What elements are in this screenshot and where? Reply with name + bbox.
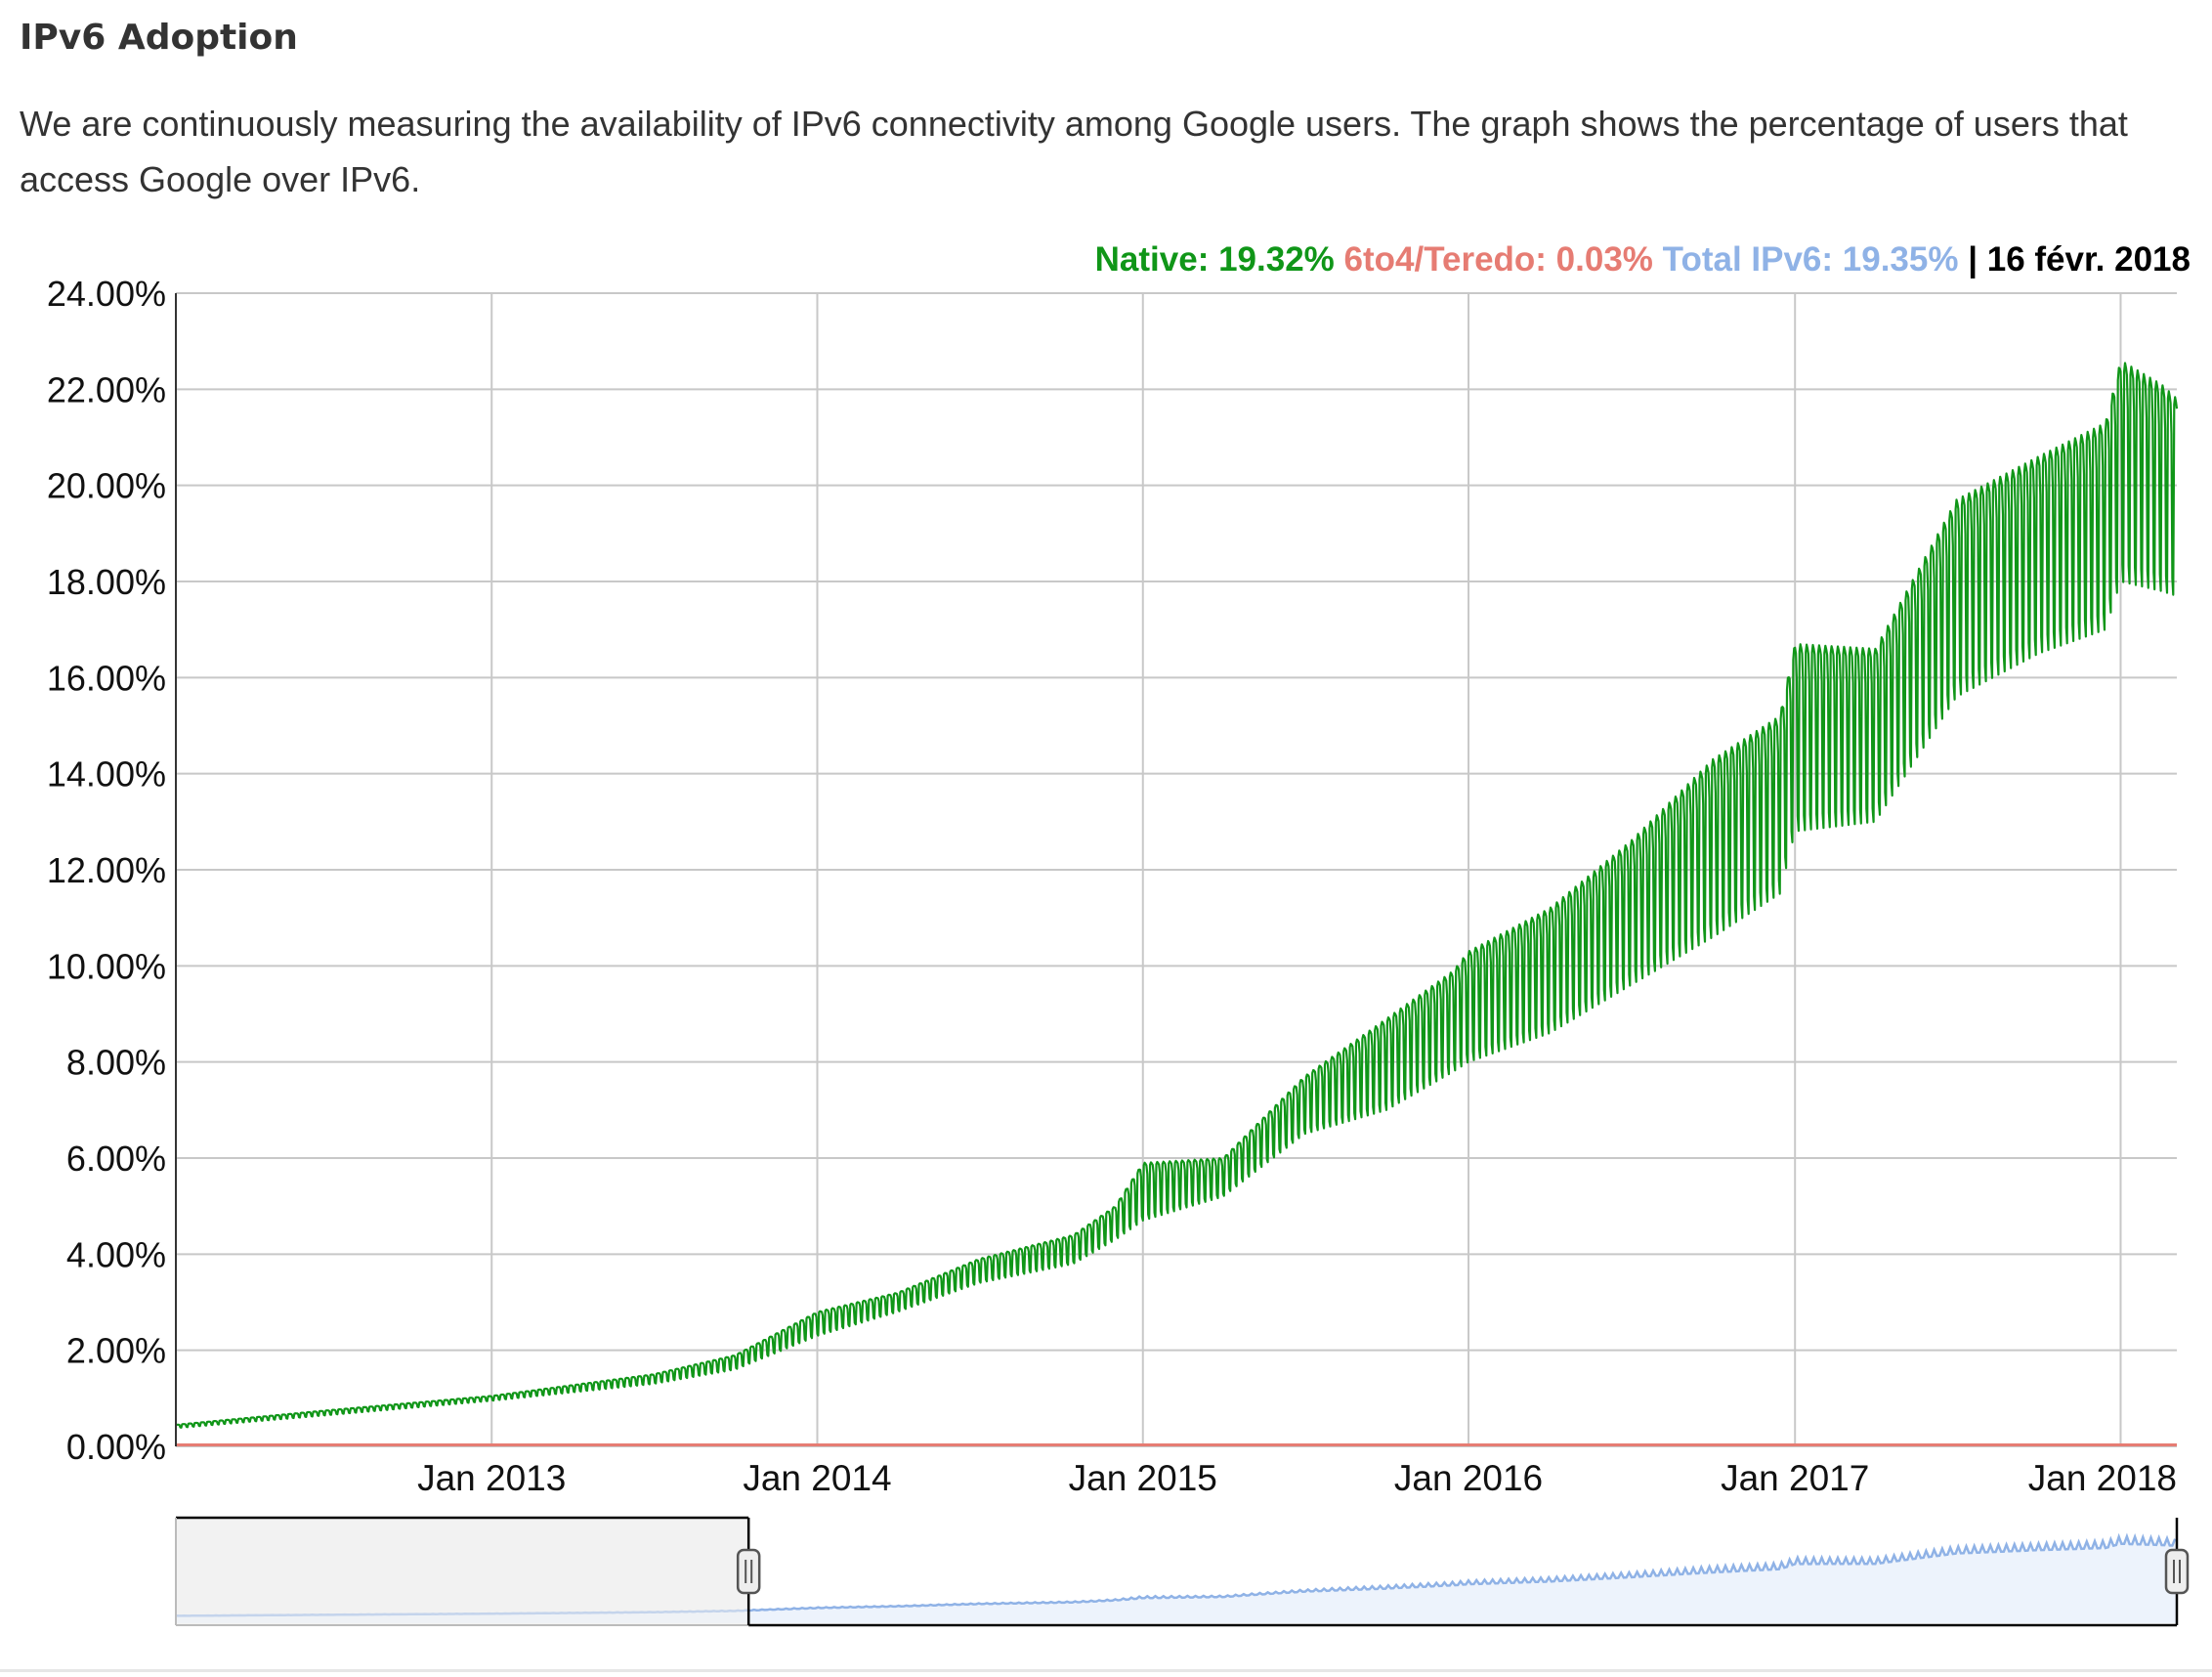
x-tick-label: Jan 2016 (1394, 1458, 1543, 1498)
y-tick-label: 2.00% (66, 1331, 166, 1371)
chart-grid (176, 292, 2177, 1447)
y-tick-label: 12.00% (47, 850, 166, 890)
y-tick-label: 22.00% (47, 369, 166, 409)
footer-divider (0, 1669, 2212, 1672)
y-tick-label: 4.00% (66, 1234, 166, 1274)
y-tick-label: 20.00% (47, 466, 166, 506)
navigator-left-handle[interactable] (736, 1548, 761, 1595)
x-tick-label: Jan 2015 (1069, 1458, 1217, 1498)
page-title: IPv6 Adoption (20, 18, 298, 58)
y-tick-label: 8.00% (66, 1043, 166, 1083)
y-tick-label: 10.00% (47, 946, 166, 986)
total-ipv6-readout: Total IPv6: 19.35% (1662, 240, 1959, 279)
chart-axes: 0.00% 2.00% 4.00% 6.00% 8.00% 10.00% 12.00% 14.… (47, 274, 2177, 1498)
x-tick-label: Jan 2017 (1721, 1458, 1869, 1498)
y-tick-label: 6.00% (66, 1139, 166, 1179)
chart-series (175, 362, 2179, 1447)
y-tick-label: 24.00% (47, 274, 166, 314)
teredo-readout: 6to4/Teredo: 0.03% (1343, 240, 1653, 279)
x-tick-label: Jan 2013 (417, 1458, 566, 1498)
handle-grip (2164, 1548, 2190, 1595)
legend-readout: Native: 19.32% 6to4/Teredo: 0.03% Total … (1095, 240, 2191, 280)
native-readout: Native: 19.32% (1094, 240, 1335, 279)
y-tick-label: 16.00% (47, 658, 166, 698)
navigator-mask (176, 1518, 749, 1625)
y-tick-label: 14.00% (47, 754, 166, 795)
readout-date: 16 févr. 2018 (1986, 240, 2191, 279)
x-tick-label: Jan 2014 (743, 1458, 891, 1498)
page-description: We are continuously measuring the availa… (20, 104, 2128, 199)
navigator-area (176, 1536, 2177, 1623)
native-series-line (175, 362, 2179, 1429)
readout-separator: | (1968, 240, 1978, 279)
x-tick-label: Jan 2018 (2028, 1458, 2177, 1498)
handle-grip (736, 1548, 761, 1595)
navigator-right-handle[interactable] (2164, 1548, 2190, 1595)
y-tick-label: 0.00% (66, 1427, 166, 1467)
y-tick-label: 18.00% (47, 562, 166, 602)
range-navigator[interactable] (175, 1516, 2190, 1627)
